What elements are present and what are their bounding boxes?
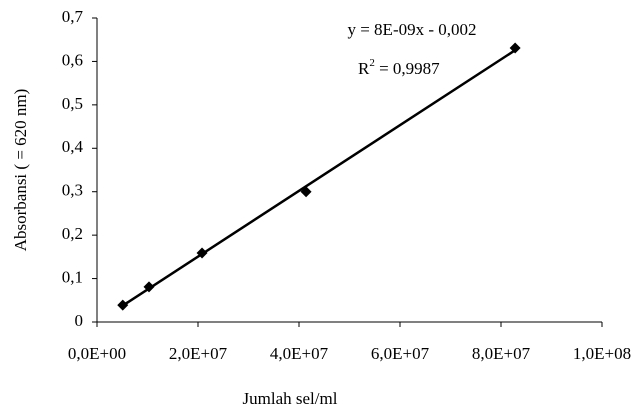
- y-tick-label: 0,1: [62, 267, 83, 286]
- r-base: R: [358, 59, 370, 78]
- equation: y = 8E-09x - 0,002: [347, 20, 476, 39]
- x-tick-label: 1,0E+08: [573, 344, 631, 363]
- x-tick-label: 2,0E+07: [169, 344, 228, 363]
- y-axis-label: Absorbansi ( = 620 nm): [11, 89, 30, 252]
- point: [509, 42, 521, 54]
- y-tick-label: 0,7: [62, 7, 84, 26]
- y-tick-label: 0,5: [62, 94, 83, 113]
- y-tick-label: 0,6: [62, 50, 83, 69]
- y-tick-label: 0: [75, 311, 84, 330]
- r-sup: 2: [369, 57, 375, 69]
- point: [117, 299, 129, 311]
- x-axis-label: Jumlah sel/ml: [243, 389, 338, 408]
- r-squared: R2 = 0,9987: [358, 57, 440, 78]
- y-tick-label: 0,2: [62, 224, 83, 243]
- x-tick-label: 0,0E+00: [68, 344, 126, 363]
- trendline: [122, 49, 516, 307]
- y-tick-label: 0,3: [62, 181, 83, 200]
- y-tick-label: 0,4: [62, 137, 84, 156]
- x-tick-label: 8,0E+07: [472, 344, 531, 363]
- point: [300, 186, 312, 198]
- x-tick-label: 6,0E+07: [371, 344, 430, 363]
- x-tick-label: 4,0E+07: [270, 344, 329, 363]
- r-rest: = 0,9987: [375, 59, 440, 78]
- point: [196, 247, 208, 259]
- point: [143, 281, 155, 293]
